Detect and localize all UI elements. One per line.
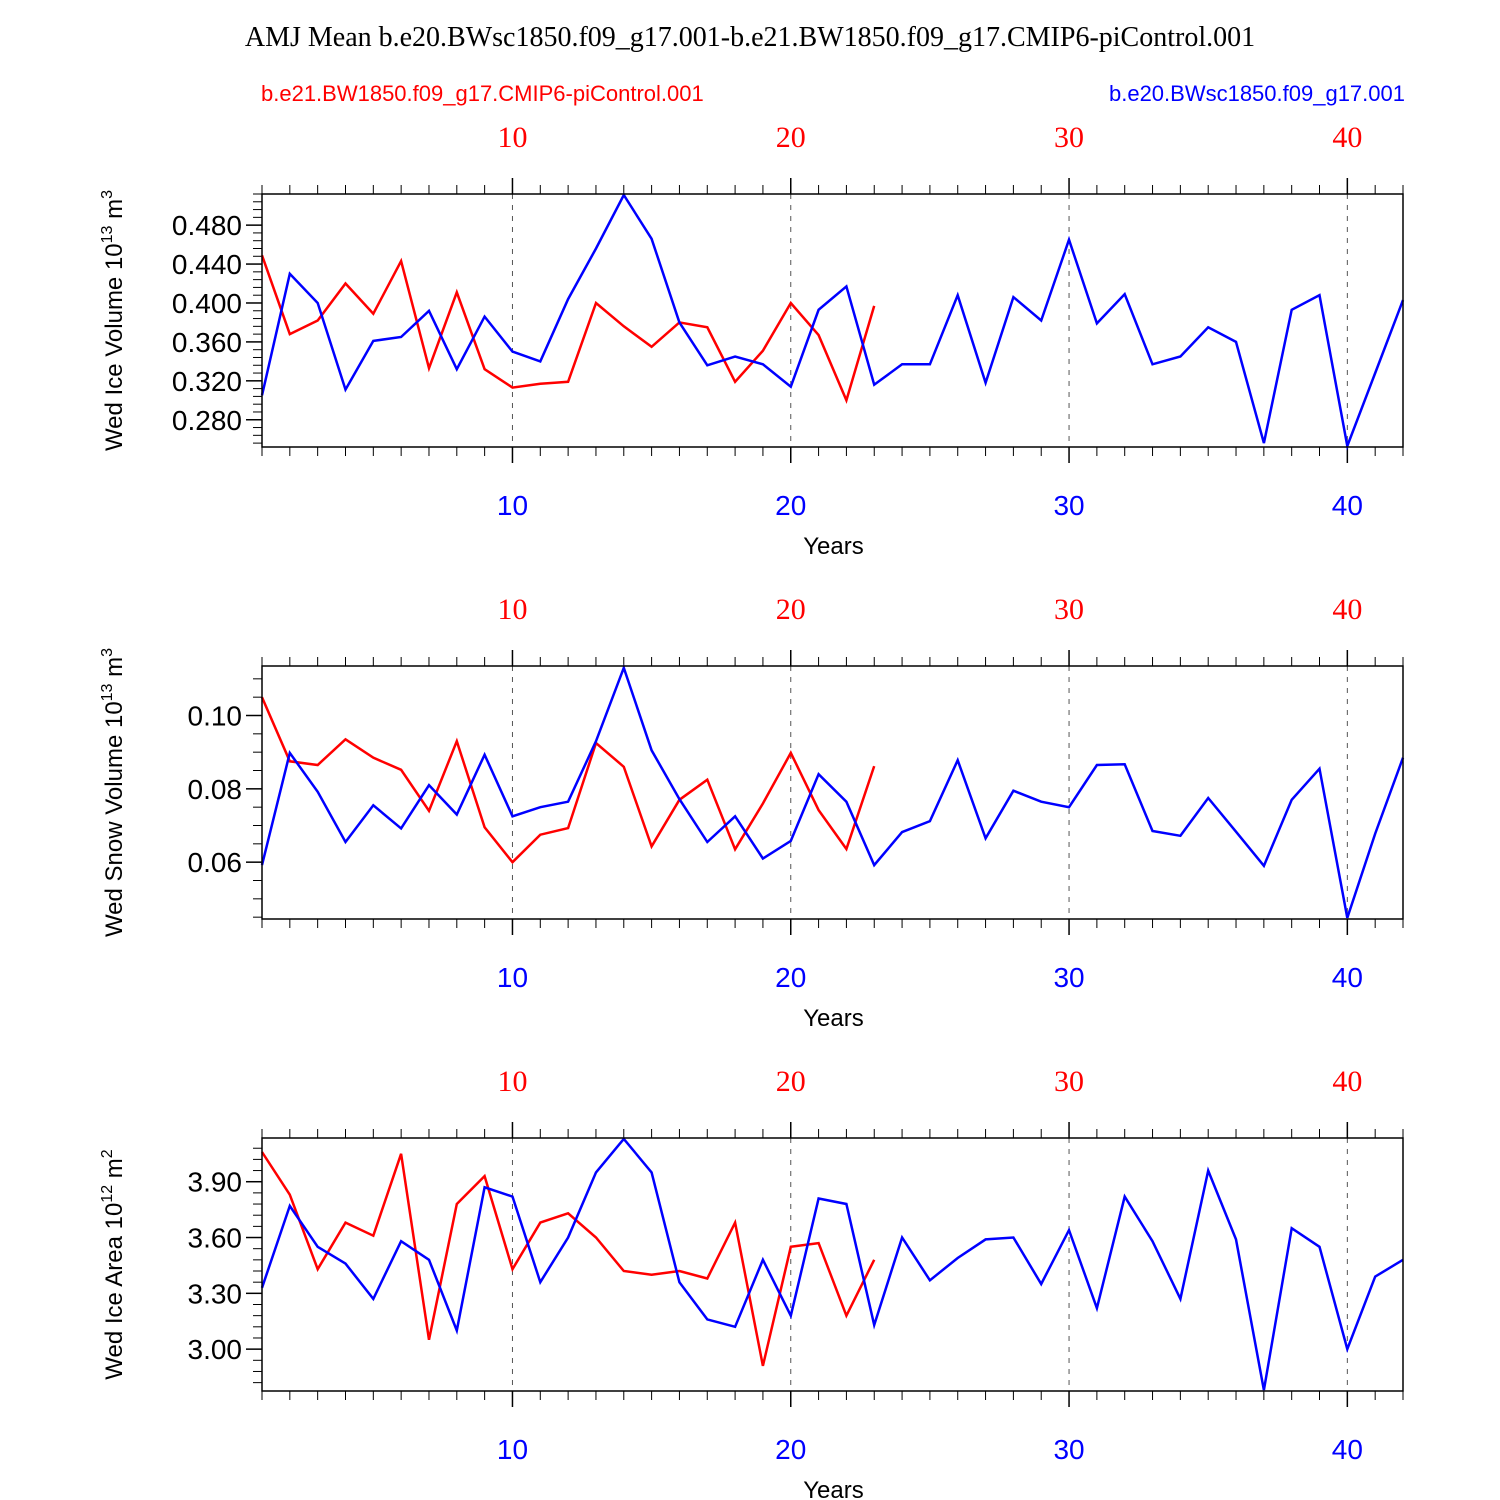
- plot-frame: [261, 1137, 1404, 1392]
- y-tick-label: 0.440: [172, 249, 242, 280]
- chart-panel-1: 10 10 20 20 30 30 40 40 0.280 0.320 0.360 0.400 0.44…: [99, 121, 1405, 560]
- y-tick-label: 0.360: [172, 327, 242, 358]
- plot-frame: [261, 665, 1404, 920]
- y-tick-label: 0.06: [188, 847, 243, 878]
- x-tick-label-top: 20: [776, 593, 806, 626]
- x-tick-label-bottom: 20: [775, 1434, 806, 1465]
- y-tick-label: 0.280: [172, 405, 242, 436]
- y-tick-label: 0.10: [188, 701, 243, 732]
- x-tick-label-top: 10: [497, 121, 527, 154]
- y-axis-label: Wed Ice Area 1012 m2: [99, 1149, 128, 1379]
- y-tick-label: 3.30: [188, 1278, 243, 1309]
- y-tick-label: 0.320: [172, 366, 242, 397]
- x-tick-label-bottom: 10: [497, 490, 528, 521]
- x-tick-label-top: 40: [1332, 121, 1362, 154]
- x-tick-label-top: 40: [1332, 1065, 1362, 1098]
- y-axis-label: Wed Snow Volume 1013 m3: [99, 648, 128, 937]
- y-tick-label: 3.00: [188, 1334, 243, 1365]
- chart-title: AMJ Mean b.e20.BWsc1850.f09_g17.001-b.e2…: [245, 22, 1255, 53]
- series-line: [260, 254, 876, 404]
- chart-panel-3: 10 10 20 20 30 30 40 40 3.00 3.30 3.60 3.90 Years Wed…: [99, 1065, 1404, 1500]
- x-axis-label: Years: [803, 1477, 864, 1500]
- x-tick-label-top: 30: [1054, 121, 1084, 154]
- x-tick-label-top: 10: [497, 1065, 527, 1098]
- legend-label-blue: b.e20.BWsc1850.f09_g17.001: [1109, 81, 1405, 106]
- x-tick-label-bottom: 40: [1332, 962, 1363, 993]
- x-tick-label-bottom: 20: [775, 962, 806, 993]
- series-line: [260, 1136, 1404, 1391]
- x-axis-label: Years: [803, 1005, 864, 1032]
- x-tick-label-bottom: 20: [775, 490, 806, 521]
- x-tick-label-bottom: 10: [497, 962, 528, 993]
- x-tick-label-top: 20: [776, 121, 806, 154]
- series-line: [260, 1151, 876, 1367]
- x-tick-label-bottom: 40: [1332, 490, 1363, 521]
- series-line: [260, 192, 1405, 451]
- legend-label-red: b.e21.BW1850.f09_g17.CMIP6-piControl.001: [261, 81, 704, 106]
- x-tick-label-bottom: 30: [1053, 962, 1084, 993]
- y-tick-label: 0.08: [188, 774, 243, 805]
- x-tick-label-top: 30: [1054, 593, 1084, 626]
- chart-panel-2: 10 10 20 20 30 30 40 40 0.06 0.08 0.10 Years Wed Sno…: [99, 593, 1405, 1032]
- series-line: [260, 664, 1405, 919]
- y-tick-label: 0.480: [172, 210, 242, 241]
- x-axis-label: Years: [803, 533, 864, 560]
- y-axis-label: Wed Ice Volume 1013 m3: [99, 190, 128, 451]
- x-tick-label-bottom: 40: [1332, 1434, 1363, 1465]
- y-tick-label: 3.60: [188, 1223, 243, 1254]
- y-tick-label: 0.400: [172, 288, 242, 319]
- x-tick-label-top: 30: [1054, 1065, 1084, 1098]
- x-tick-label-bottom: 10: [497, 1434, 528, 1465]
- y-tick-label: 3.90: [188, 1167, 243, 1198]
- x-tick-label-bottom: 30: [1053, 1434, 1084, 1465]
- x-tick-label-bottom: 30: [1053, 490, 1084, 521]
- x-tick-label-top: 10: [497, 593, 527, 626]
- x-tick-label-top: 40: [1332, 593, 1362, 626]
- series-line: [260, 696, 876, 865]
- plot-frame: [261, 193, 1404, 448]
- x-tick-label-top: 20: [776, 1065, 806, 1098]
